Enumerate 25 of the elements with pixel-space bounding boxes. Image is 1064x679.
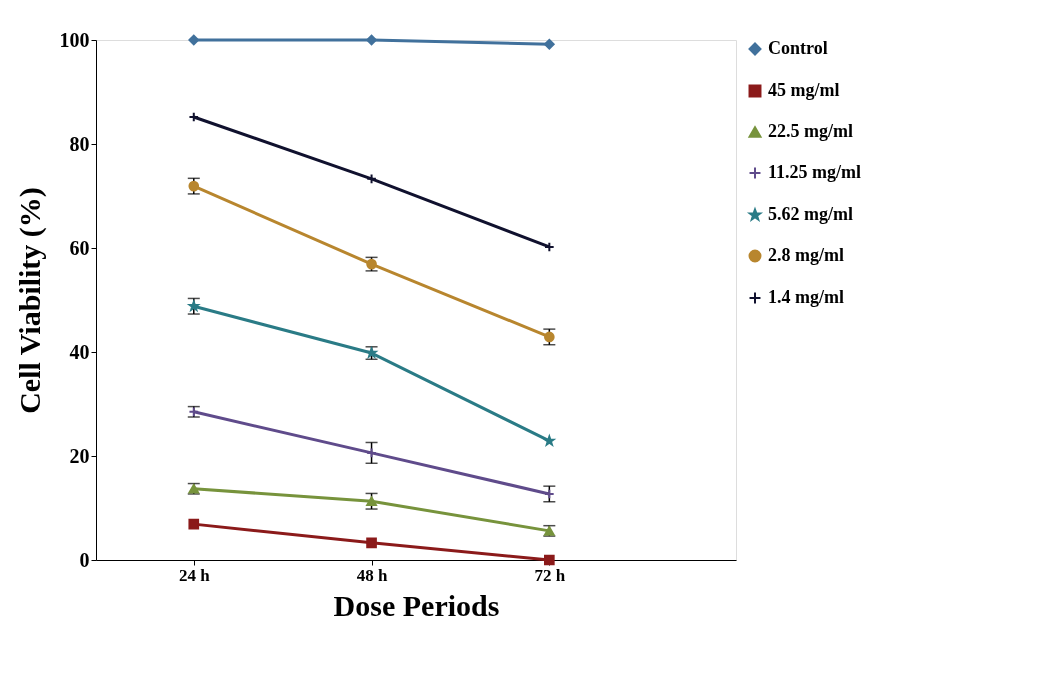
legend-label: 2.8 mg/ml [768, 245, 844, 265]
y-tick-label: 20 [69, 444, 90, 467]
legend-label: Control [768, 38, 828, 58]
legend-label: 5.62 mg/ml [768, 204, 853, 224]
y-tick-label: 0 [79, 548, 90, 571]
point [544, 38, 555, 50]
point [544, 554, 555, 566]
point [366, 496, 377, 506]
legend-label: 22.5 mg/ml [768, 121, 853, 141]
point [366, 537, 377, 549]
point [188, 34, 200, 46]
x-axis-title: Dose Periods [333, 588, 500, 622]
legend-label: 11.25 mg/ml [768, 162, 861, 182]
y-tick-label: 40 [69, 340, 90, 363]
y-tick-label: 80 [69, 132, 90, 155]
x-tick-label: 48 h [356, 565, 388, 585]
legend-label: 45 mg/ml [768, 80, 840, 100]
y-tick-label: 60 [69, 236, 90, 259]
x-tick-label: 24 h [178, 565, 211, 585]
y-axis-title: Cell Viability (%) [12, 187, 47, 414]
point [188, 518, 200, 530]
y-tick-label: 100 [59, 28, 90, 51]
point [366, 34, 377, 46]
x-tick-label: 72 h [534, 565, 566, 585]
legend-label: 1.4 mg/ml [768, 287, 844, 307]
